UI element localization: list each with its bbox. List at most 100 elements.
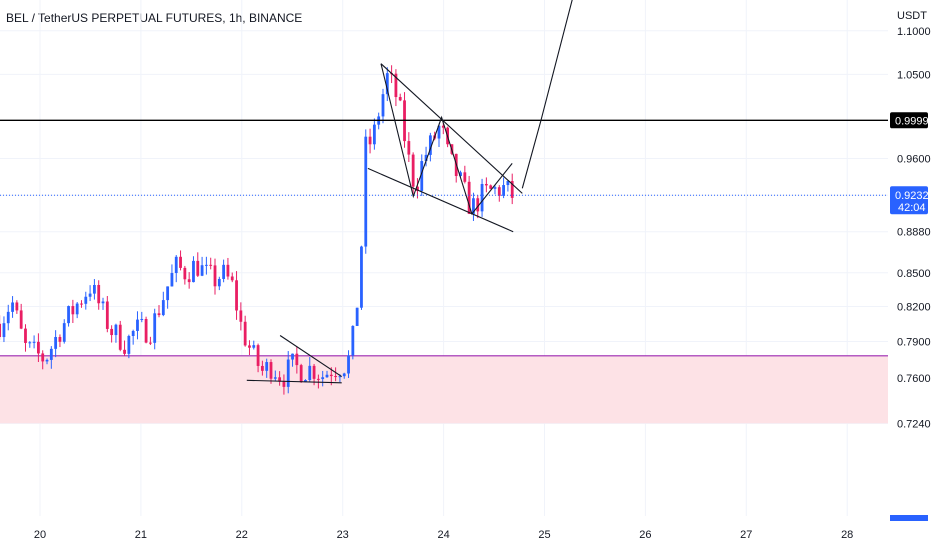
candle-body — [166, 286, 170, 301]
time-tick-label: 22 — [236, 529, 248, 541]
candle-body — [351, 325, 355, 356]
candle-body — [131, 330, 135, 336]
countdown-label: 42:04 — [898, 202, 926, 214]
candle-body — [183, 267, 187, 280]
candle-body — [407, 141, 411, 155]
candle-body — [84, 296, 88, 304]
demand-zone-box[interactable] — [0, 355, 888, 424]
zigzag-pattern[interactable] — [380, 63, 513, 216]
candle-body — [385, 73, 389, 95]
candle-body — [273, 377, 277, 379]
candle-body — [157, 313, 161, 316]
candle-body — [278, 377, 282, 382]
candle-body — [308, 365, 312, 381]
candle-body — [144, 318, 148, 343]
price-tick-label: 0.8880 — [897, 227, 931, 239]
time-tick-label: 27 — [740, 529, 752, 541]
flag-lower-line[interactable] — [367, 167, 514, 233]
projection-path[interactable] — [521, 0, 575, 189]
resistance-badge-label: 0.9999 — [895, 115, 929, 127]
last-price-badge[interactable] — [890, 186, 928, 215]
candle-body — [15, 302, 19, 311]
candle-body — [174, 256, 178, 274]
candle-body — [114, 324, 118, 336]
candle-body — [484, 183, 488, 186]
candle-body — [467, 181, 471, 214]
candle-body — [299, 365, 303, 383]
candle-body — [226, 264, 230, 277]
candle-body — [45, 359, 49, 362]
candle-body — [416, 186, 419, 191]
candle-body — [204, 264, 208, 266]
candle-body — [437, 125, 441, 139]
time-tick-label: 26 — [639, 529, 651, 541]
candle-body — [472, 198, 475, 214]
candle-body — [364, 136, 368, 247]
candle-body — [71, 306, 75, 315]
candle-body — [368, 136, 372, 145]
price-tick-label: 0.8200 — [897, 301, 931, 313]
time-tick-label: 20 — [34, 529, 46, 541]
candle-body — [127, 335, 131, 354]
candle-body — [252, 345, 256, 348]
candle-body — [459, 172, 462, 177]
candle-body — [49, 348, 53, 360]
price-axis[interactable]: USDT1.20001.15001.10001.05000.96000.8880… — [890, 0, 931, 521]
small-wedge-lower[interactable] — [246, 379, 342, 384]
candle-body — [217, 278, 221, 287]
time-axis[interactable]: 20 21 22 23 24 25 26 27 28 — [34, 529, 853, 541]
candle-body — [170, 273, 174, 287]
candle-body — [200, 265, 204, 276]
small-wedge-upper[interactable] — [279, 335, 343, 378]
price-axis-unit: USDT — [897, 10, 927, 22]
resistance-badge[interactable] — [890, 112, 928, 129]
candle-body — [260, 365, 264, 371]
candle-body — [372, 124, 376, 145]
candle-body — [179, 256, 182, 268]
candle-body — [148, 342, 152, 344]
candle-body — [110, 328, 114, 336]
candle-body — [360, 246, 363, 308]
candle-body — [2, 323, 6, 338]
price-tick-label: 0.8500 — [897, 268, 931, 280]
demand-zone[interactable] — [0, 355, 888, 424]
time-tick-label: 23 — [337, 529, 349, 541]
grid — [0, 0, 888, 516]
candle-body — [222, 264, 226, 279]
price-levels[interactable] — [0, 119, 888, 196]
time-tick-label: 28 — [841, 529, 853, 541]
candle-body — [295, 353, 299, 366]
candle-body — [230, 276, 234, 281]
candle-body — [463, 172, 467, 182]
candle-body — [334, 376, 338, 378]
candle-body — [398, 97, 402, 101]
price-tick-label: 0.7900 — [897, 336, 931, 348]
flag-upper-line[interactable] — [380, 63, 523, 194]
candle-body — [493, 187, 497, 189]
candle-body — [441, 125, 445, 128]
time-tick-label: 25 — [538, 529, 550, 541]
candle-body — [325, 374, 329, 378]
trend-drawings[interactable] — [246, 0, 575, 384]
candle-body — [0, 323, 2, 338]
candle-body — [282, 381, 286, 387]
candle-body — [321, 377, 325, 380]
candle-body — [329, 374, 333, 377]
candle-body — [342, 373, 346, 377]
candle-body — [480, 183, 484, 212]
price-tick-label: 1.0500 — [897, 69, 931, 81]
price-tick-label: 0.7600 — [897, 373, 931, 385]
candle-body — [62, 323, 66, 342]
candle-body — [37, 341, 40, 354]
candle-body — [11, 302, 14, 312]
candle-body — [235, 280, 238, 311]
candle-body — [196, 260, 200, 276]
candle-body — [269, 362, 273, 379]
candle-body — [489, 185, 493, 189]
candle-body — [105, 301, 109, 329]
price-tick-label: 0.9600 — [897, 154, 931, 166]
candle-body — [239, 310, 243, 322]
last-price-badge-label: 0.9232 — [895, 190, 929, 202]
candle-body — [291, 353, 294, 360]
